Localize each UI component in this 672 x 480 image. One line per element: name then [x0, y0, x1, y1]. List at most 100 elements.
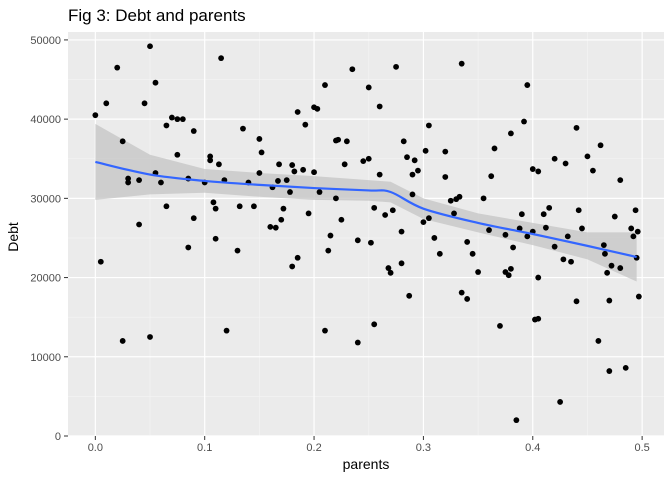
data-point: [92, 112, 99, 119]
data-point: [289, 162, 296, 168]
data-point: [634, 228, 641, 235]
data-point: [97, 258, 104, 265]
data-point: [125, 175, 132, 182]
data-point: [409, 191, 416, 198]
data-point: [371, 204, 378, 211]
y-tick-label: 40000: [30, 114, 61, 126]
data-point: [551, 243, 558, 250]
data-point: [343, 138, 350, 145]
data-point: [119, 338, 126, 344]
data-point: [251, 203, 257, 210]
data-point: [524, 233, 531, 240]
data-point: [136, 221, 142, 228]
data-point: [210, 199, 217, 206]
data-point: [291, 168, 298, 175]
data-point: [190, 215, 197, 222]
data-point: [212, 235, 219, 242]
data-point: [546, 204, 553, 211]
data-point: [611, 213, 618, 220]
data-point: [354, 339, 361, 346]
data-point: [608, 262, 615, 269]
data-point: [475, 269, 481, 275]
data-point: [442, 174, 449, 180]
data-point: [338, 216, 345, 223]
x-axis-title: parents: [343, 456, 390, 472]
data-point: [240, 125, 246, 132]
data-point: [436, 250, 443, 257]
x-tick-label: 0.5: [634, 442, 649, 454]
data-point: [518, 211, 525, 218]
data-point: [420, 219, 427, 226]
y-tick-label: 30000: [30, 193, 61, 205]
data-point: [557, 399, 564, 405]
data-point: [136, 177, 142, 184]
data-point: [267, 223, 274, 230]
data-point: [314, 105, 321, 112]
data-point: [562, 160, 569, 167]
y-tick-label: 0: [55, 431, 61, 443]
data-point: [502, 231, 509, 238]
data-point: [622, 364, 629, 371]
data-point: [185, 244, 192, 251]
data-point: [289, 263, 296, 270]
data-point: [376, 171, 383, 178]
data-point: [368, 239, 374, 246]
data-point: [447, 197, 454, 204]
data-point: [382, 212, 389, 218]
data-point: [442, 148, 449, 155]
data-point: [560, 256, 567, 263]
data-point: [617, 177, 624, 184]
data-point: [365, 84, 372, 91]
data-point: [349, 66, 356, 73]
data-point: [335, 136, 342, 143]
data-point: [535, 274, 542, 281]
data-point: [497, 322, 503, 329]
data-point: [272, 224, 279, 231]
data-point: [529, 166, 536, 172]
data-point: [579, 225, 585, 232]
data-point: [451, 210, 457, 217]
data-point: [190, 128, 197, 134]
data-point: [158, 179, 164, 186]
x-tick-label: 0.2: [306, 442, 321, 454]
data-point: [216, 161, 222, 168]
data-point: [573, 124, 580, 131]
data-point: [258, 149, 265, 156]
data-point: [488, 173, 495, 180]
data-point: [606, 297, 613, 304]
data-point: [575, 207, 582, 214]
data-point: [333, 195, 339, 202]
data-point: [513, 417, 520, 424]
x-tick-label: 0.3: [416, 442, 431, 454]
data-point: [174, 151, 181, 158]
data-point: [635, 293, 642, 300]
chart-title: Fig 3: Debt and parents: [68, 6, 246, 25]
data-point: [393, 63, 399, 70]
data-point: [425, 122, 432, 129]
data-point: [486, 227, 492, 233]
data-point: [535, 315, 542, 322]
data-point: [141, 100, 148, 107]
data-point: [311, 169, 317, 176]
data-point: [542, 224, 549, 231]
data-point: [360, 158, 367, 165]
data-point: [573, 298, 580, 305]
data-point: [322, 327, 328, 334]
data-point: [325, 247, 332, 254]
data-point: [540, 211, 547, 218]
data-point: [398, 228, 405, 235]
data-point: [422, 147, 429, 154]
x-tick-label: 0.1: [197, 442, 212, 454]
data-point: [256, 170, 263, 176]
data-point: [179, 116, 186, 123]
data-point: [234, 247, 241, 254]
data-point: [294, 109, 301, 115]
data-point: [168, 114, 175, 121]
data-point: [491, 145, 498, 152]
smooth-line: [95, 160, 637, 259]
data-point: [456, 193, 463, 200]
data-point: [341, 161, 348, 168]
data-point: [294, 254, 301, 261]
data-point: [409, 171, 416, 178]
data-point: [365, 155, 372, 162]
